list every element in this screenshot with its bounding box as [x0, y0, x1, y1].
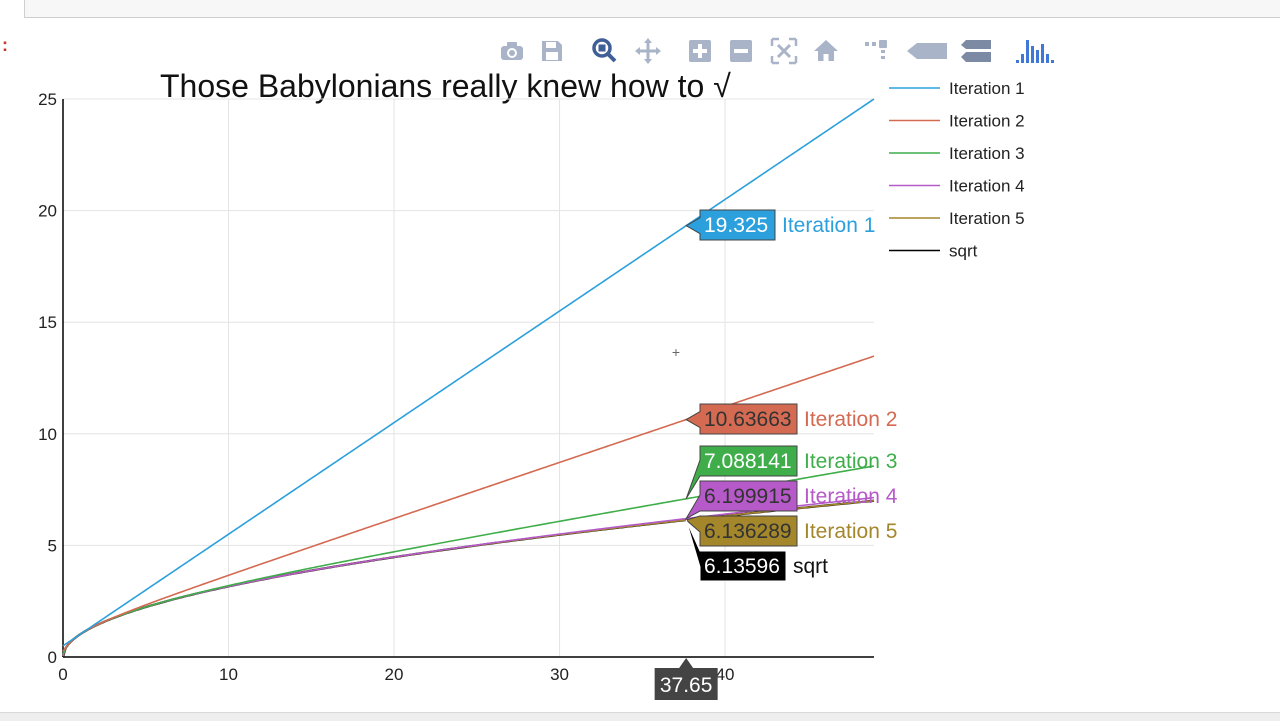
- plotly-logo-icon[interactable]: [1013, 36, 1059, 66]
- x-tick-label: 30: [550, 665, 569, 684]
- legend-entry[interactable]: sqrt: [949, 242, 978, 261]
- hover-tooltip-box: [685, 515, 798, 547]
- hover-tooltip-series-name: Iteration 1: [782, 214, 875, 237]
- legend-entry[interactable]: Iteration 1: [949, 79, 1025, 98]
- hover-tooltip-series-name: Iteration 5: [804, 520, 897, 543]
- x-tick-label: 40: [716, 665, 735, 684]
- hover-closest-icon[interactable]: [905, 36, 949, 66]
- y-tick-label: 0: [48, 648, 57, 667]
- pan-icon[interactable]: [633, 36, 663, 66]
- hover-tooltip-box: [685, 209, 776, 241]
- hover-tooltip-value: 6.136289: [704, 520, 792, 543]
- hover-tooltip-value: 6.199915: [704, 485, 792, 508]
- hover-tooltip-series-name: Iteration 3: [804, 450, 897, 473]
- cursor-crosshair: +: [672, 344, 680, 360]
- hover-tooltip-box: [684, 480, 798, 520]
- legend-entry[interactable]: Iteration 2: [949, 112, 1025, 131]
- zoom-out-icon[interactable]: [726, 36, 756, 66]
- spike-lines-icon[interactable]: [861, 36, 891, 66]
- x-tick-label: 10: [219, 665, 238, 684]
- code-cell[interactable]: [24, 0, 1280, 18]
- hover-tooltip-series-name: Iteration 4: [804, 485, 898, 508]
- chart-title: Those Babylonians really knew how to √: [160, 68, 731, 104]
- notebook-bottom-bar: [0, 712, 1280, 721]
- y-tick-label: 25: [38, 90, 57, 109]
- series-line-iteration-2: [62, 355, 875, 652]
- cell-output-marker: :: [2, 35, 8, 55]
- x-hover-label: 37.65: [660, 674, 713, 697]
- zoom-icon[interactable]: [589, 36, 619, 66]
- hover-tooltip-value: 7.088141: [704, 450, 792, 473]
- autoscale-icon[interactable]: [769, 36, 799, 66]
- legend-entry[interactable]: Iteration 4: [949, 177, 1025, 196]
- x-tick-label: 20: [385, 665, 404, 684]
- hover-tooltip-box: [685, 445, 798, 500]
- series-line-iteration-1: [62, 98, 875, 647]
- y-tick-label: 15: [38, 313, 57, 332]
- camera-icon[interactable]: [497, 36, 527, 66]
- y-tick-label: 10: [38, 425, 57, 444]
- hover-tooltip-value: 6.13596: [704, 555, 780, 578]
- x-hover-label-box: [654, 658, 718, 700]
- hover-tooltip-box: [685, 403, 798, 435]
- y-tick-label: 20: [38, 202, 57, 221]
- home-icon[interactable]: [811, 36, 841, 66]
- legend-entry[interactable]: Iteration 3: [949, 144, 1025, 163]
- save-icon[interactable]: [537, 36, 567, 66]
- zoom-in-icon[interactable]: [685, 36, 715, 66]
- hover-compare-icon[interactable]: [959, 36, 993, 66]
- hover-tooltip-series-name: Iteration 2: [804, 408, 897, 431]
- y-tick-label: 5: [48, 536, 57, 555]
- hover-tooltip-series-name: sqrt: [793, 555, 828, 578]
- legend-entry[interactable]: Iteration 5: [949, 209, 1025, 228]
- hover-tooltip-box: [685, 519, 787, 582]
- hover-tooltip-value: 19.325: [704, 214, 768, 237]
- hover-tooltip-value: 10.63663: [704, 408, 792, 431]
- x-tick-label: 0: [58, 665, 67, 684]
